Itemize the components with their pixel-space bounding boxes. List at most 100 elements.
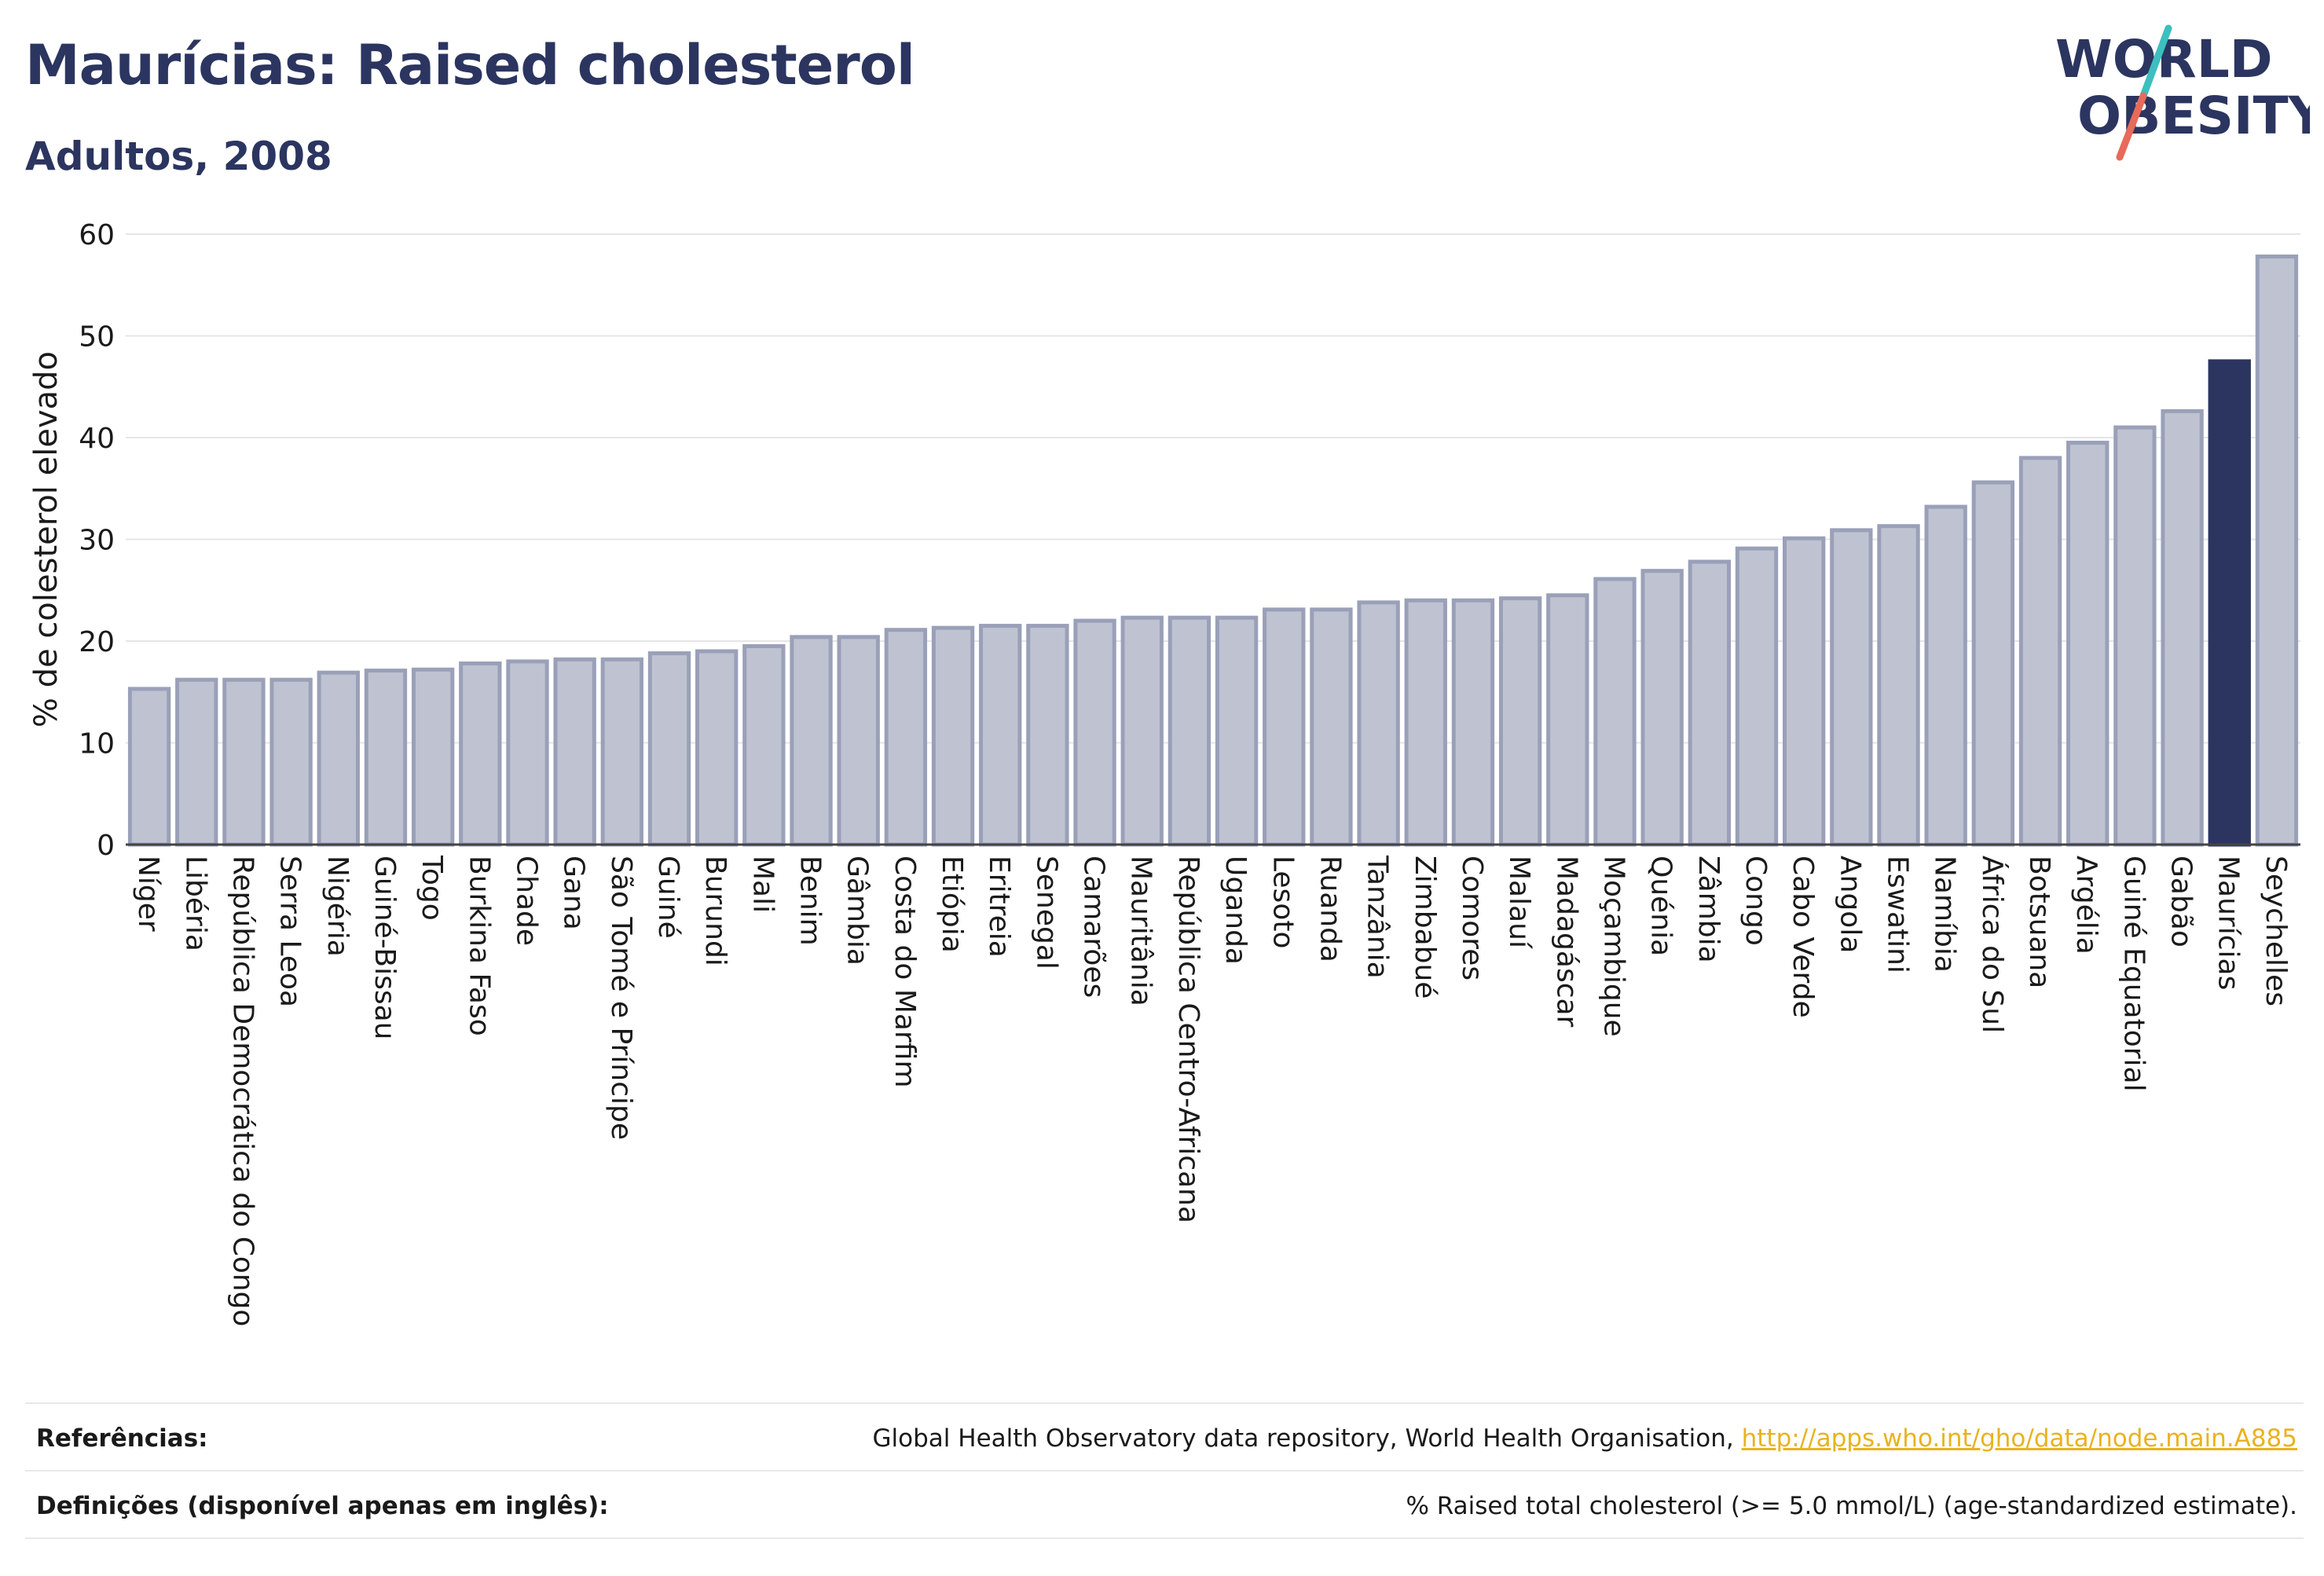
bar bbox=[127, 687, 171, 847]
logo-line2: OBESITY bbox=[2077, 86, 2310, 146]
x-tick-label: Gâmbia bbox=[841, 856, 874, 966]
bar bbox=[1120, 615, 1164, 847]
x-tick-label: Guiné Equatorial bbox=[2117, 856, 2150, 1092]
logo-slash-teal bbox=[2139, 24, 2172, 100]
x-tick-label: Angola bbox=[1834, 856, 1866, 953]
y-tick-label: 20 bbox=[79, 626, 115, 658]
x-tick-label: Gana bbox=[558, 856, 590, 930]
x-tick-label: Moçambique bbox=[1597, 856, 1629, 1037]
definitions-label: Definições (disponível apenas em inglês)… bbox=[36, 1492, 609, 1520]
bar bbox=[931, 625, 975, 847]
bar bbox=[222, 677, 266, 847]
x-tick-label: Nigéria bbox=[321, 856, 354, 957]
x-tick-label: Mali bbox=[746, 856, 779, 913]
references-link[interactable]: http://apps.who.int/gho/data/node.main.A… bbox=[1741, 1424, 2297, 1453]
bar bbox=[1688, 559, 1731, 847]
x-tick-label: Burkina Faso bbox=[463, 856, 495, 1036]
x-tick-label: Uganda bbox=[1219, 856, 1252, 965]
bar bbox=[1073, 618, 1116, 847]
x-tick-label: Seychelles bbox=[2260, 856, 2292, 1006]
y-tick-labels: 0 10 20 30 40 50 60 bbox=[79, 219, 115, 862]
bar bbox=[1404, 598, 1447, 847]
x-tick-label: Quénia bbox=[1645, 856, 1677, 956]
bar bbox=[2208, 359, 2251, 847]
bar bbox=[2255, 254, 2299, 847]
bar bbox=[884, 628, 928, 847]
references-row: Referências: Global Health Observatory d… bbox=[25, 1402, 2304, 1470]
x-tick-label: Cabo Verde bbox=[1787, 856, 1819, 1018]
x-tick-label: Mauritânia bbox=[1125, 856, 1157, 1006]
footer: Referências: Global Health Observatory d… bbox=[25, 1402, 2304, 1539]
logo-slash-coral bbox=[2116, 92, 2147, 161]
x-tick-label: Senegal bbox=[1030, 856, 1062, 969]
bar bbox=[1593, 577, 1637, 847]
bar bbox=[979, 624, 1022, 847]
bar bbox=[2113, 425, 2157, 847]
x-tick-label: Benim bbox=[794, 856, 827, 946]
x-tick-label: Malauí bbox=[1503, 856, 1535, 949]
bar bbox=[1215, 615, 1259, 847]
x-tick-label: Ruanda bbox=[1314, 856, 1346, 962]
x-tick-label: Tanzânia bbox=[1362, 855, 1394, 979]
x-tick-label: República Centro-Africana bbox=[1172, 856, 1204, 1223]
x-tick-label: Lesoto bbox=[1266, 856, 1299, 949]
bar bbox=[742, 643, 786, 847]
bar bbox=[317, 670, 360, 847]
bar bbox=[506, 659, 549, 847]
y-tick-label: 40 bbox=[79, 423, 115, 455]
x-tick-label: Costa do Marfim bbox=[889, 856, 921, 1088]
x-tick-label: Togo bbox=[416, 855, 448, 921]
bar bbox=[459, 661, 502, 847]
x-tick-label: Botsuana bbox=[2023, 856, 2055, 988]
x-tick-label: Argélia bbox=[2070, 856, 2102, 955]
x-tick-label: Níger bbox=[132, 856, 164, 932]
bar bbox=[411, 667, 455, 847]
x-tick-label: São Tomé e Príncipe bbox=[605, 856, 637, 1140]
bar bbox=[269, 677, 313, 847]
x-tick-label: Namíbia bbox=[1929, 856, 1961, 973]
x-tick-label: Gabão bbox=[2165, 856, 2198, 947]
bar bbox=[1640, 569, 1684, 847]
bar bbox=[2066, 440, 2110, 847]
bar bbox=[1263, 607, 1306, 847]
x-tick-label: Eswatini bbox=[1882, 856, 1914, 973]
bars bbox=[127, 254, 2299, 847]
bar bbox=[695, 649, 739, 847]
bar bbox=[1924, 504, 1967, 847]
bar bbox=[1546, 593, 1589, 847]
chart-title: Maurícias: Raised cholesterol bbox=[25, 33, 915, 97]
x-tick-labels: Níger Libéria República Democrática do Con… bbox=[132, 855, 2292, 1327]
x-tick-label: Zimbabué bbox=[1409, 856, 1441, 999]
references-label: Referências: bbox=[36, 1424, 208, 1453]
bar bbox=[837, 635, 880, 847]
x-tick-label: Guiné-Bissau bbox=[368, 856, 401, 1039]
bar bbox=[175, 677, 218, 847]
bar bbox=[2018, 456, 2062, 847]
bar bbox=[1877, 524, 1920, 847]
bar bbox=[1357, 600, 1400, 847]
y-tick-label: 60 bbox=[79, 219, 115, 251]
bar bbox=[647, 651, 691, 847]
bar bbox=[1735, 546, 1779, 847]
bar bbox=[600, 657, 643, 847]
x-tick-label: Comores bbox=[1456, 856, 1488, 980]
references-text: Global Health Observatory data repositor… bbox=[872, 1424, 1742, 1453]
y-tick-label: 10 bbox=[79, 728, 115, 761]
bar bbox=[1026, 624, 1069, 847]
bar bbox=[1830, 528, 1873, 847]
world-obesity-logo: WORLD OBESITY bbox=[2055, 24, 2310, 161]
x-tick-label: Chade bbox=[510, 856, 542, 946]
x-tick-label: Burundi bbox=[699, 856, 731, 966]
bar-chart: 0 10 20 30 40 50 60 Níger Libéria República Demo… bbox=[28, 219, 2300, 1327]
x-tick-label: Serra Leoa bbox=[274, 856, 306, 1007]
bar bbox=[1971, 480, 2015, 847]
bar bbox=[364, 669, 408, 847]
x-tick-label: Congo bbox=[1739, 856, 1772, 946]
x-tick-label: Guiné bbox=[652, 856, 684, 939]
chart-subtitle: Adultos, 2008 bbox=[25, 134, 332, 179]
references-value: Global Health Observatory data repositor… bbox=[873, 1424, 2297, 1453]
bar bbox=[790, 635, 833, 847]
bar bbox=[1167, 615, 1211, 847]
x-tick-label: Madagáscar bbox=[1550, 856, 1582, 1028]
bar bbox=[553, 657, 596, 847]
